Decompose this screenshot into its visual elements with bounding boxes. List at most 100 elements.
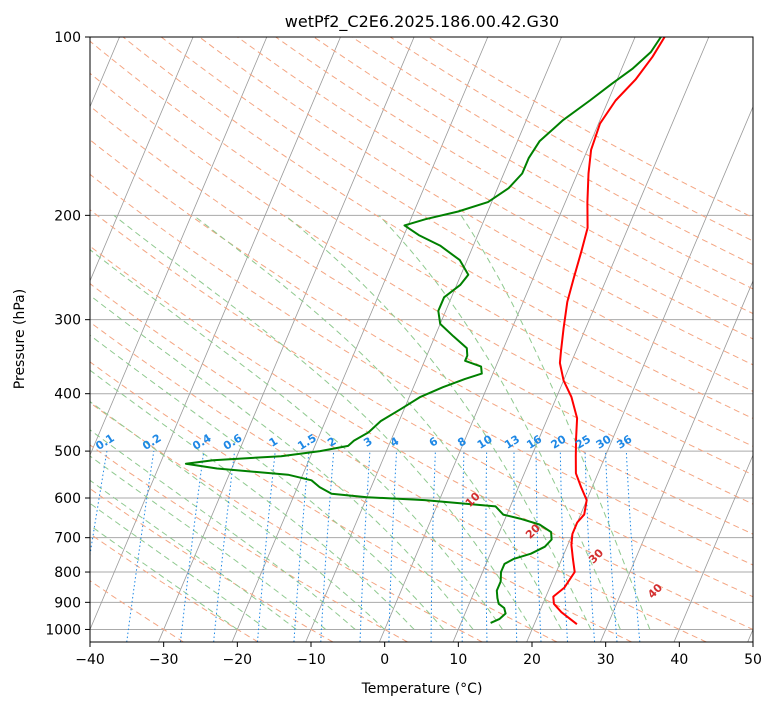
chart-title: wetPf2_C2E6.2025.186.00.42.G30 — [285, 12, 559, 32]
isotherm-line — [452, 37, 710, 642]
dry-adiabat-line — [90, 105, 753, 505]
moist-adiabat-line — [90, 429, 356, 630]
dry-adiabat-line — [90, 488, 334, 642]
x-tick-label: 40 — [670, 652, 688, 668]
isotherm-line — [673, 454, 753, 642]
isotherm-line — [526, 105, 753, 642]
moist-adiabat-label: 10 — [463, 490, 483, 510]
mixing-ratio-label: 4 — [388, 434, 402, 449]
isotherm-line — [231, 37, 489, 642]
x-tick-label: 0 — [380, 652, 389, 668]
moist-adiabat-line — [460, 215, 651, 630]
x-tick-label: 50 — [744, 652, 762, 668]
dry-adiabat-line — [90, 209, 753, 598]
y-tick-label: 900 — [54, 595, 81, 611]
x-tick-label: −20 — [223, 652, 253, 668]
x-tick-label: 30 — [597, 652, 615, 668]
y-tick-label: 200 — [54, 208, 81, 224]
mixing-ratio-line — [625, 451, 641, 642]
dewpoint-profile — [184, 37, 662, 624]
isotherm-line — [747, 628, 753, 642]
moist-adiabat-line — [90, 294, 474, 630]
dry-adiabat-line — [90, 283, 707, 642]
moist-adiabat-line — [284, 214, 592, 630]
y-tick-label: 300 — [54, 313, 81, 329]
moist-adiabat-label: 40 — [645, 581, 665, 601]
mixing-ratio-label: 6 — [427, 434, 441, 449]
y-tick-label: 700 — [54, 531, 81, 547]
dry-adiabat-line — [90, 139, 753, 535]
moist-adiabat-line — [90, 334, 444, 630]
dry-adiabat-line — [313, 37, 753, 290]
moist-adiabat-line — [90, 249, 503, 630]
dry-adiabat-line — [389, 37, 753, 242]
mixing-ratio-label: 3 — [361, 435, 374, 450]
mixing-ratio-label: 13 — [502, 433, 522, 452]
mixing-ratio-line — [180, 451, 205, 642]
dry-adiabat-line — [90, 245, 753, 630]
mixing-ratio-label: 1.5 — [295, 431, 318, 452]
y-axis: 100 200 300 400 500 600 700 800 900 1000 — [45, 30, 90, 638]
mixing-ratio-label: 0.4 — [190, 431, 214, 453]
dry-adiabat-line — [122, 37, 753, 420]
mixing-ratio-label: 20 — [549, 432, 569, 451]
x-tick-label: −40 — [75, 652, 105, 668]
mixing-ratio-line — [584, 451, 596, 642]
mixing-ratio-line — [90, 451, 108, 558]
dry-adiabat-line — [237, 37, 753, 340]
dry-adiabat-line — [90, 444, 408, 642]
mixing-ratio-label: 0.2 — [140, 431, 163, 452]
y-tick-label: 800 — [54, 565, 81, 581]
moist-adiabat-line — [90, 479, 297, 630]
mixing-ratio-line — [430, 451, 436, 642]
mixing-ratio-label: 36 — [615, 432, 635, 451]
dry-adiabat-line — [90, 72, 753, 476]
mixing-ratio-line — [257, 451, 276, 642]
moist-adiabat-line — [193, 214, 562, 630]
dry-adiabat-line — [90, 533, 259, 642]
y-tick-label: 600 — [54, 491, 81, 507]
isotherm-line — [90, 37, 194, 282]
isotherm-line — [600, 279, 753, 642]
mixing-ratio-line — [293, 451, 310, 642]
mixing-ratio-line — [359, 451, 371, 642]
isotherm-line — [158, 37, 415, 642]
mixing-ratio-line — [213, 451, 236, 642]
mixing-ratio-line — [461, 451, 465, 642]
mixing-ratio-label: 16 — [524, 432, 544, 451]
mixing-ratio-line — [485, 451, 488, 642]
x-tick-label: −10 — [296, 652, 326, 668]
isotherm-line — [90, 37, 268, 457]
isotherm-line — [90, 37, 341, 631]
y-axis-label: Pressure (hPa) — [12, 289, 28, 389]
x-axis-label: Temperature (°C) — [361, 681, 483, 697]
moist-adiabat-line — [90, 400, 386, 630]
moist-adiabat-line — [90, 455, 327, 630]
temperature-profile — [552, 37, 666, 625]
isotherm-line — [379, 37, 636, 642]
plot-frame — [89, 36, 754, 643]
sounding-profiles — [184, 37, 666, 625]
dry-adiabat-line — [275, 37, 753, 315]
background-lines — [90, 37, 753, 642]
dry-adiabat-label: -10 — [0, 405, 9, 429]
dry-adiabat-line — [160, 37, 753, 392]
dry-adiabat-line — [351, 37, 753, 266]
moist-adiabat-line — [90, 502, 268, 630]
y-tick-label: 400 — [54, 387, 81, 403]
moist-adiabat-line — [90, 369, 415, 630]
x-tick-label: 10 — [449, 652, 467, 668]
mixing-ratio-line — [605, 451, 618, 642]
dry-adiabat-line — [90, 40, 753, 447]
x-tick-label: 20 — [523, 652, 541, 668]
x-tick-label: −30 — [149, 652, 179, 668]
y-tick-label: 500 — [54, 444, 81, 460]
dry-adiabat-line — [90, 361, 558, 642]
mixing-ratio-line — [126, 451, 155, 642]
moist-adiabat-line — [113, 214, 533, 630]
y-tick-label: 100 — [54, 30, 81, 46]
moist-adiabat-line — [90, 524, 238, 630]
dry-adiabat-line — [90, 173, 753, 566]
x-axis: −40 −30 −20 −10 0 10 20 30 40 50 — [75, 642, 762, 668]
